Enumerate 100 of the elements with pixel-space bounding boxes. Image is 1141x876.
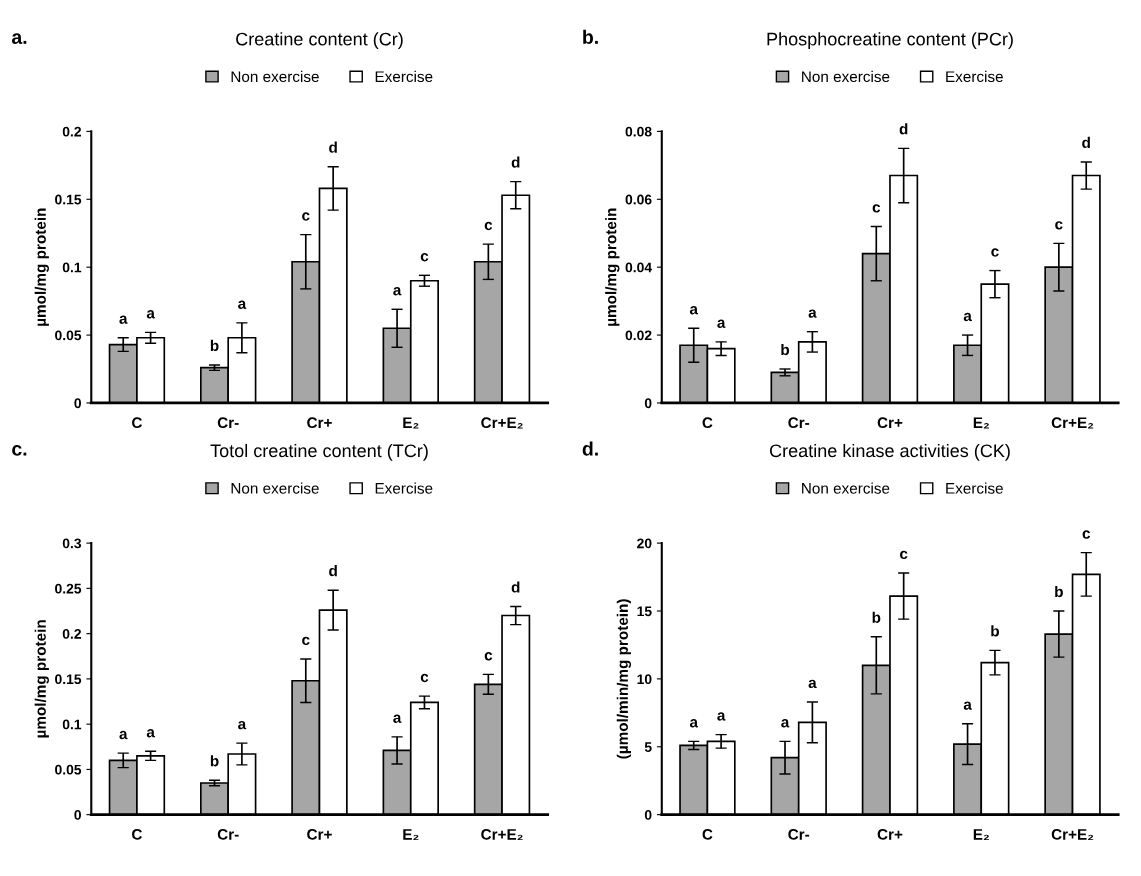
data-label: a: [119, 315, 128, 324]
data-label: b: [1055, 585, 1063, 598]
y-tick-label: 10: [637, 674, 652, 685]
legend-label: Exercise: [375, 482, 433, 494]
data-label: c: [420, 673, 429, 683]
x-tick-label: E₂: [973, 417, 989, 429]
y-tick-label: 0: [644, 810, 652, 820]
chart-title: Phosphocreatine content (PCr): [767, 32, 1013, 50]
y-tick-label: 0.15: [55, 194, 82, 205]
chart-title: Creatine content (Cr): [236, 32, 403, 50]
x-tick-label: Cr+: [877, 417, 903, 429]
y-tick-label: 20: [637, 538, 652, 549]
data-label: d: [511, 156, 520, 168]
data-label: d: [329, 565, 337, 577]
text: c.: [12, 445, 27, 456]
data-label: b: [872, 611, 881, 623]
y-tick-label: 0.2: [62, 126, 81, 137]
data-label: c: [872, 204, 881, 213]
y-tick-label: 0.1: [62, 262, 82, 273]
x-tick-label: Cr+: [307, 828, 332, 840]
data-label: a: [119, 730, 128, 740]
x-tick-label: Cr-: [217, 417, 239, 429]
y-tick-label: 0.04: [625, 262, 652, 273]
data-label: a: [146, 729, 155, 738]
x-tick-label: Cr-: [217, 828, 239, 840]
data-label: c: [484, 221, 493, 231]
data-label: a: [238, 720, 247, 730]
data-label: b: [991, 625, 999, 637]
y-tick-label: 5: [644, 742, 652, 752]
data-label: d: [329, 141, 337, 153]
y-tick-label: 0.08: [625, 126, 652, 137]
legend-label: Exercise: [946, 70, 1003, 83]
y-tick-label: 15: [637, 606, 652, 617]
x-tick-label: C: [702, 828, 713, 840]
data-label: c: [1055, 221, 1063, 230]
chart-title: Creatine kinase activities (CK): [769, 443, 1010, 461]
x-tick-label: E₂: [403, 417, 419, 429]
y-tick-label: 0: [74, 398, 81, 409]
data-label: d: [899, 123, 908, 135]
data-label: a: [238, 300, 247, 309]
y-tick-label: 0.06: [625, 194, 652, 205]
text: d.: [582, 441, 598, 456]
data-label: b: [781, 343, 790, 356]
data-label: c: [1082, 530, 1091, 539]
chart-title: Totol creatine content (TCr): [210, 443, 428, 461]
data-label: c: [484, 652, 493, 661]
x-tick-label: E₂: [973, 829, 989, 841]
data-label: a: [808, 679, 817, 689]
legend-label: Non exercise: [802, 70, 890, 83]
x-tick-label: Cr+E₂: [481, 828, 523, 841]
x-tick-label: C: [702, 417, 713, 429]
data-label: d: [511, 581, 520, 593]
legend-label: Exercise: [946, 482, 1003, 494]
y-tick-label: 0.1: [62, 719, 82, 730]
x-tick-label: Cr+: [307, 417, 332, 429]
data-label: c: [991, 248, 999, 257]
data-label: d: [1082, 136, 1090, 149]
y-tick-label: 0.02: [625, 330, 652, 341]
y-axis-title: µmol/mg protein: [34, 620, 49, 738]
y-axis-title: µmol/mg protein: [605, 208, 620, 326]
data-label: a: [808, 309, 817, 318]
x-tick-label: C: [132, 828, 143, 840]
data-label: c: [302, 212, 310, 221]
y-tick-label: 0.15: [55, 674, 82, 685]
data-label: a: [717, 319, 726, 328]
y-tick-label: 0.05: [55, 764, 82, 775]
legend-label: Non exercise: [802, 482, 890, 494]
x-tick-label: Cr-: [788, 417, 810, 429]
data-label: a: [781, 719, 790, 728]
data-label: a: [717, 712, 726, 721]
legend-label: Non exercise: [231, 70, 319, 83]
text: b.: [583, 29, 598, 44]
text: a.: [11, 33, 27, 44]
data-label: a: [963, 312, 972, 322]
y-tick-label: 0.3: [62, 538, 82, 549]
x-tick-label: Cr+E₂: [1051, 417, 1094, 429]
legend-label: Non exercise: [231, 482, 319, 494]
data-label: c: [302, 636, 310, 646]
data-label: c: [420, 253, 429, 262]
data-label: a: [393, 714, 402, 723]
y-tick-label: 0.2: [62, 628, 81, 639]
y-axis-title: (µmol/min/mg protein): [616, 599, 632, 759]
data-label: b: [210, 339, 219, 352]
y-tick-label: 0.05: [55, 330, 82, 341]
x-tick-label: Cr+E₂: [481, 417, 523, 429]
data-label: a: [689, 306, 699, 315]
data-label: a: [393, 287, 402, 296]
y-tick-label: 0: [74, 810, 81, 820]
data-label: c: [900, 550, 908, 560]
data-label: a: [963, 701, 972, 710]
y-tick-label: 0: [644, 398, 652, 409]
data-label: a: [689, 719, 699, 728]
data-label: b: [210, 755, 219, 767]
y-tick-label: 0.25: [55, 583, 82, 594]
y-axis-title: µmol/mg protein: [34, 208, 49, 326]
x-tick-label: Cr+E₂: [1051, 828, 1094, 841]
x-tick-label: Cr-: [788, 828, 810, 840]
x-tick-label: Cr+: [877, 828, 903, 840]
data-label: a: [146, 310, 155, 319]
x-tick-label: C: [132, 417, 143, 429]
